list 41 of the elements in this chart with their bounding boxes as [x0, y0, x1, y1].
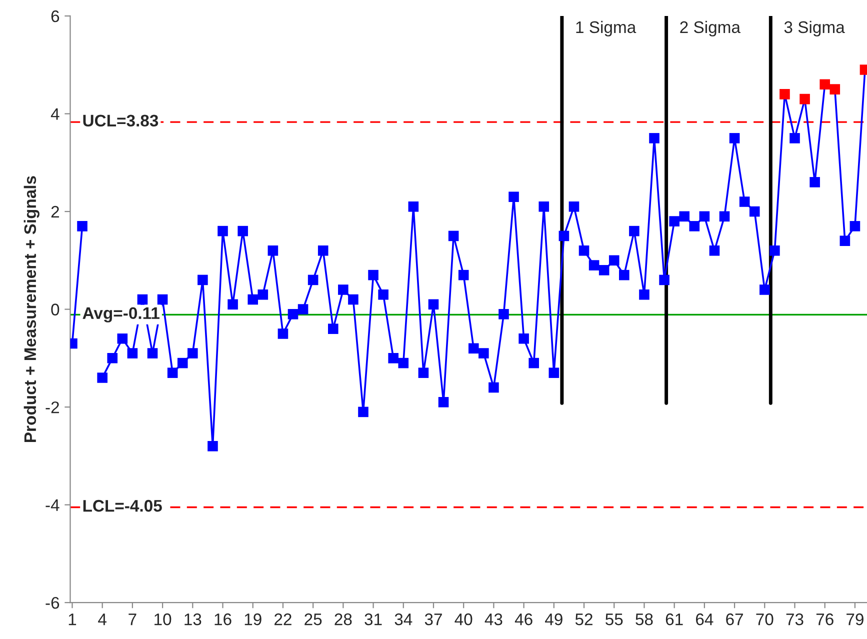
y-tick-label: -6 — [46, 596, 60, 609]
x-tick-label: 64 — [696, 613, 714, 626]
x-tick-label: 67 — [726, 613, 743, 626]
x-tick-label: 58 — [636, 613, 653, 626]
y-tick-label: 2 — [51, 206, 59, 218]
y-tick-label: -2 — [46, 401, 59, 414]
ref-line-label: 2 Sigma — [680, 20, 740, 36]
x-tick-label: 10 — [154, 613, 172, 626]
x-tick-label: 70 — [756, 613, 774, 626]
x-tick-label: 13 — [184, 613, 202, 626]
ref-line-label: LCL=-4.05 — [83, 500, 162, 512]
x-tick-label: 55 — [606, 614, 623, 626]
x-tick-label: 7 — [128, 614, 136, 626]
x-tick-label: 49 — [545, 613, 562, 626]
x-tick-label: 22 — [274, 613, 292, 626]
x-tick-label: 19 — [244, 613, 262, 626]
x-tick-label: 31 — [364, 613, 382, 626]
x-tick-label: 37 — [424, 613, 442, 626]
x-tick-label: 34 — [394, 613, 412, 626]
x-tick-label: 25 — [304, 613, 322, 626]
y-axis-title: Product + Measurement + Signals — [24, 176, 40, 442]
y-tick-label: 4 — [50, 108, 60, 120]
x-tick-label: 1 — [68, 614, 76, 626]
x-tick-label: 46 — [514, 613, 532, 626]
ref-line-label: UCL=3.83 — [83, 114, 158, 127]
x-tick-label: 52 — [575, 613, 592, 626]
ref-line-label: Avg=-0.11 — [82, 307, 160, 322]
ref-line-label: 1 Sigma — [576, 20, 636, 36]
x-tick-label: 73 — [786, 613, 804, 626]
ref-line-label: 3 Sigma — [784, 20, 845, 36]
y-tick-label: 0 — [51, 304, 60, 316]
x-tick-label: 43 — [484, 613, 502, 626]
x-tick-label: 76 — [816, 613, 834, 626]
x-tick-label: 4 — [98, 614, 106, 626]
y-tick-label: -4 — [46, 499, 60, 511]
y-tick-label: 6 — [51, 10, 60, 22]
x-tick-label: 16 — [214, 613, 232, 626]
x-tick-label: 40 — [454, 613, 472, 626]
x-tick-label: 61 — [666, 613, 683, 626]
x-tick-label: 79 — [846, 613, 864, 626]
x-tick-label: 28 — [334, 613, 352, 626]
